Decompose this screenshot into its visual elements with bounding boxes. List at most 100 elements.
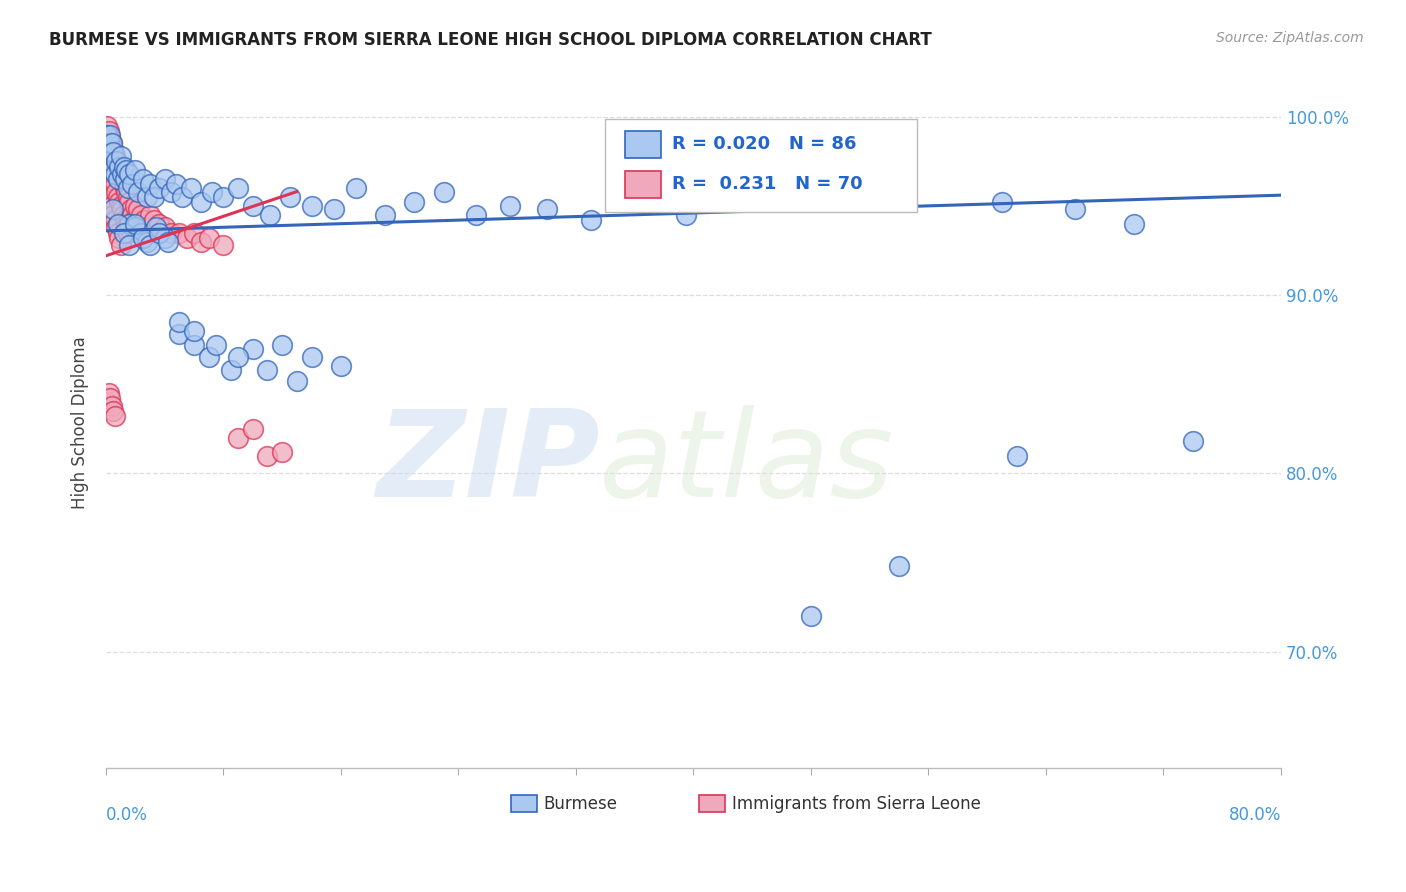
Point [226, 351, 249, 365]
Point [127, 202, 149, 217]
Point [322, 202, 344, 217]
Point [124, 199, 146, 213]
Point [183, 226, 205, 240]
Text: BURMESE VS IMMIGRANTS FROM SIERRA LEONE HIGH SCHOOL DIPLOMA CORRELATION CHART: BURMESE VS IMMIGRANTS FROM SIERRA LEONE … [49, 31, 932, 49]
Point [98, 128, 121, 142]
Point [118, 167, 141, 181]
Point [111, 167, 134, 181]
Point [115, 185, 138, 199]
Point [110, 149, 132, 163]
Point [101, 399, 124, 413]
Point [131, 172, 153, 186]
Point [278, 190, 301, 204]
Text: R =  0.231   N = 70: R = 0.231 N = 70 [672, 176, 863, 194]
Point [118, 195, 141, 210]
FancyBboxPatch shape [606, 119, 917, 212]
Point [1181, 434, 1204, 449]
Point [129, 208, 152, 222]
Point [98, 131, 121, 145]
Point [136, 220, 159, 235]
Point [301, 351, 323, 365]
Point [226, 431, 249, 445]
Point [108, 195, 131, 210]
Point [271, 445, 294, 459]
Point [104, 178, 127, 192]
Point [344, 181, 367, 195]
Point [159, 185, 181, 199]
Point [104, 167, 127, 181]
Point [105, 185, 128, 199]
Text: atlas: atlas [599, 406, 894, 523]
Point [97, 124, 120, 138]
Point [103, 404, 125, 418]
Text: Immigrants from Sierra Leone: Immigrants from Sierra Leone [733, 795, 981, 813]
Point [271, 338, 294, 352]
Point [107, 172, 129, 186]
Point [301, 199, 323, 213]
Point [143, 190, 166, 204]
Point [104, 409, 127, 424]
Point [105, 154, 128, 169]
Point [110, 238, 132, 252]
Text: 80.0%: 80.0% [1229, 805, 1281, 823]
Point [183, 338, 205, 352]
Text: R = 0.020   N = 86: R = 0.020 N = 86 [672, 136, 856, 153]
Point [98, 163, 121, 178]
Point [176, 231, 198, 245]
Point [110, 199, 132, 213]
Bar [626, 130, 661, 158]
Point [148, 181, 170, 195]
Point [148, 226, 170, 240]
Point [800, 609, 823, 624]
Point [110, 167, 132, 181]
Point [153, 220, 176, 235]
Point [108, 231, 131, 245]
Point [114, 213, 136, 227]
Point [139, 178, 162, 192]
Point [117, 226, 139, 240]
Point [122, 213, 145, 227]
Point [108, 160, 131, 174]
Point [183, 324, 205, 338]
Point [201, 185, 224, 199]
Point [97, 136, 120, 151]
Point [115, 163, 138, 178]
Point [117, 190, 139, 204]
Point [212, 238, 235, 252]
Point [98, 154, 121, 169]
Point [131, 231, 153, 245]
Point [172, 190, 194, 204]
Point [107, 190, 129, 204]
Point [96, 395, 118, 409]
Point [256, 449, 278, 463]
Point [197, 351, 219, 365]
Point [169, 226, 191, 240]
Point [98, 392, 121, 406]
Point [145, 220, 167, 235]
Point [101, 136, 124, 151]
Point [103, 208, 125, 222]
Point [97, 386, 120, 401]
Point [127, 185, 149, 199]
Point [159, 226, 181, 240]
Point [124, 217, 146, 231]
Point [190, 195, 212, 210]
Point [219, 363, 242, 377]
Point [101, 167, 124, 181]
Point [121, 178, 143, 192]
Point [139, 238, 162, 252]
Text: ZIP: ZIP [375, 406, 599, 523]
Point [499, 199, 522, 213]
Point [190, 235, 212, 249]
Point [101, 199, 124, 213]
Point [103, 145, 125, 160]
Point [120, 202, 142, 217]
Point [226, 181, 249, 195]
Point [97, 181, 120, 195]
Point [1005, 449, 1028, 463]
Point [107, 217, 129, 231]
Point [623, 190, 645, 204]
Point [374, 208, 396, 222]
Point [112, 178, 135, 192]
Point [103, 163, 125, 178]
